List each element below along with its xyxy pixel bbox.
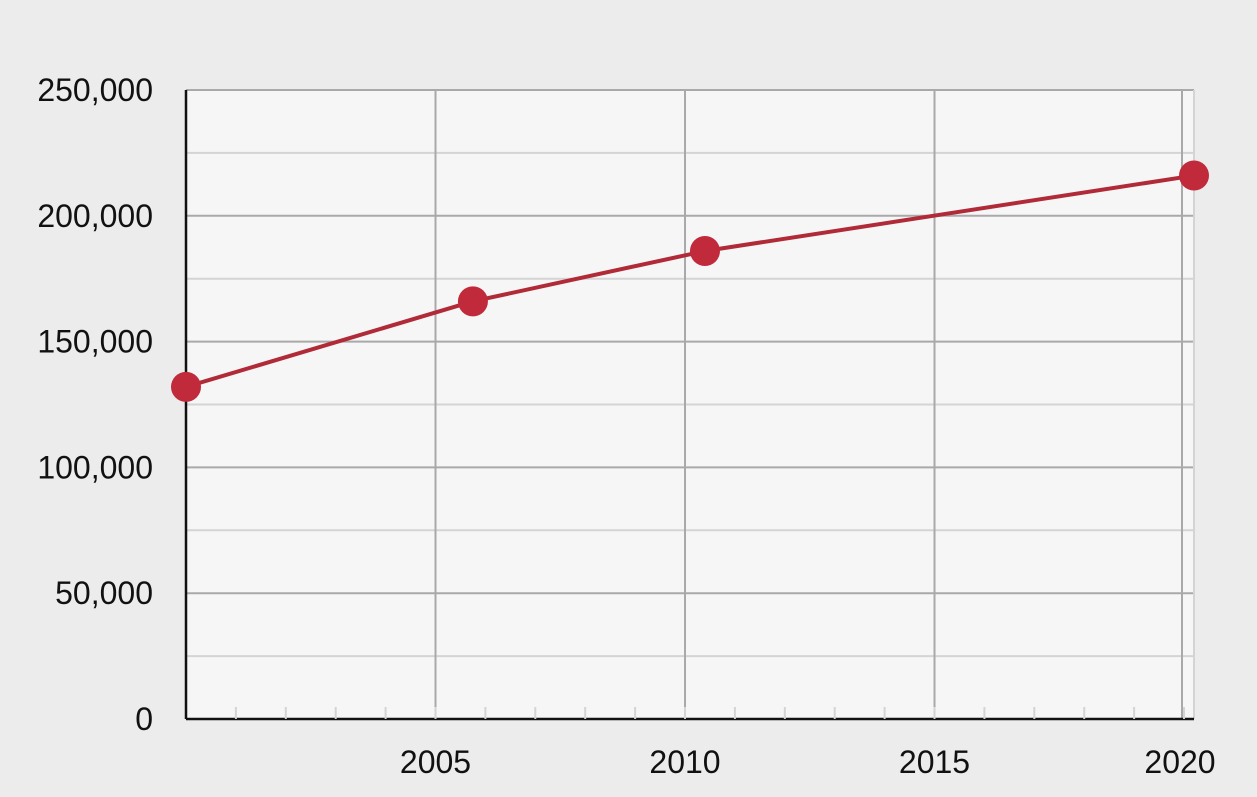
y-tick-label: 200,000 <box>37 198 153 234</box>
series-line <box>184 173 1196 389</box>
data-point <box>457 286 488 317</box>
minor-grid <box>186 151 1194 658</box>
y-tick-label: 50,000 <box>55 575 153 611</box>
x-tick-labels: 2005 2010 2015 2020 <box>400 744 1216 780</box>
data-point <box>689 236 720 267</box>
y-tick-label: 250,000 <box>37 72 153 108</box>
series-layer <box>171 160 1209 402</box>
x-tick-label: 2020 <box>1144 744 1215 780</box>
data-point <box>171 371 201 402</box>
y-tick-label: 150,000 <box>37 324 153 360</box>
major-grid <box>186 89 1195 719</box>
y-tick-label: 0 <box>135 701 153 737</box>
axes <box>184 90 1194 721</box>
data-point <box>1179 160 1209 191</box>
y-tick-label: 100,000 <box>37 449 153 485</box>
x-tick-label: 2010 <box>649 744 720 780</box>
x-tick-label: 2005 <box>400 744 471 780</box>
y-tick-labels: 0 50,000 100,000 150,000 200,000 250,000 <box>37 72 153 737</box>
x-tick-label: 2015 <box>899 744 970 780</box>
